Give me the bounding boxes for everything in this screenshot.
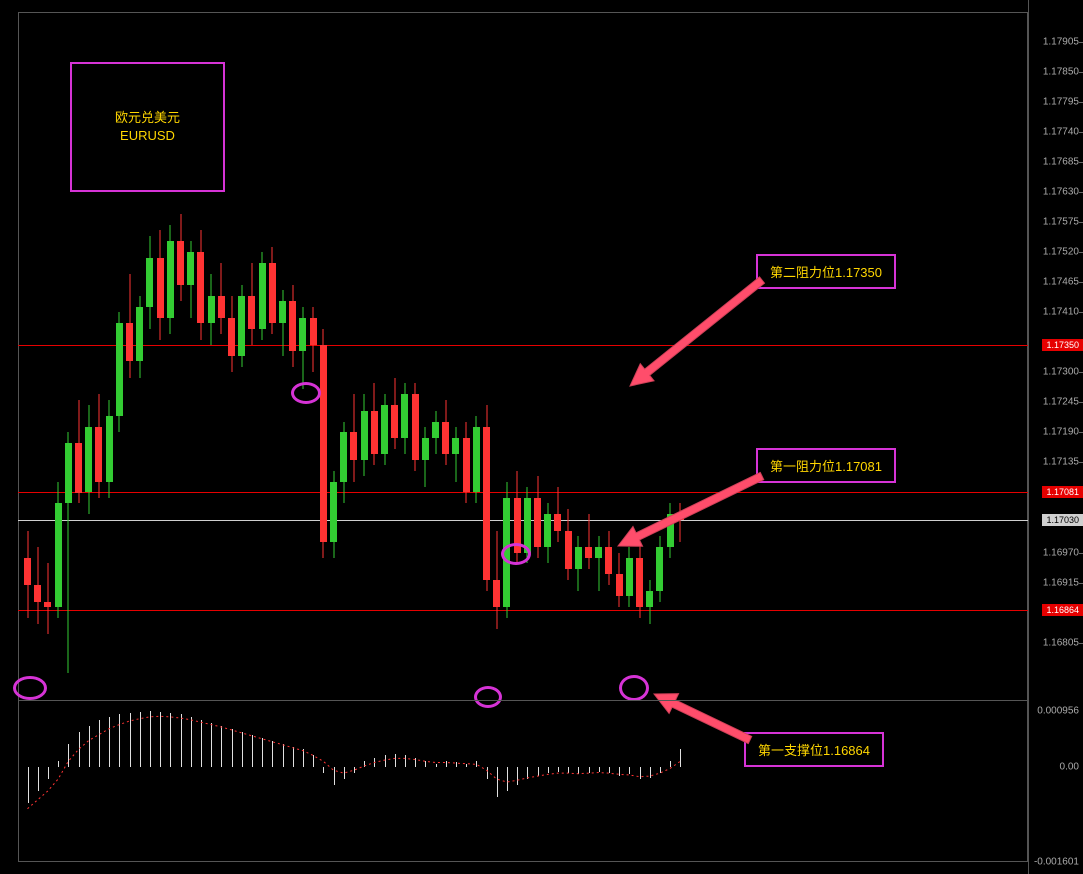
macd-signal-line bbox=[0, 0, 1083, 874]
trading-chart-root: 1.179051.178501.177951.177401.176851.176… bbox=[0, 0, 1083, 874]
